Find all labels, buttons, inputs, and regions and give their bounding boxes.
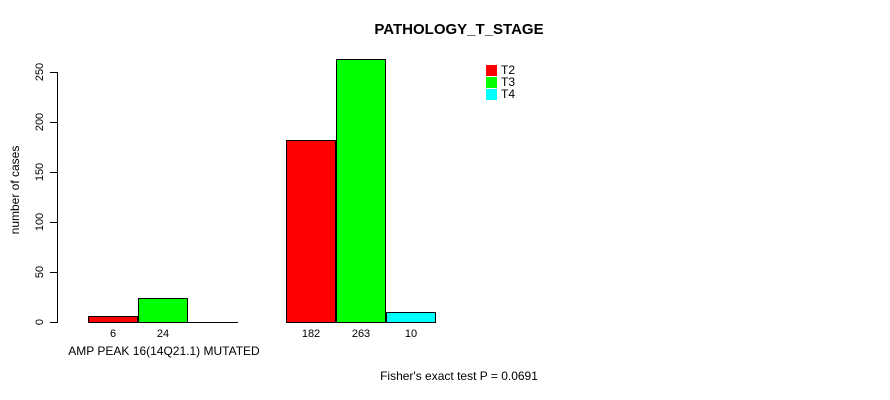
legend-label: T2	[501, 63, 516, 77]
bar-t2-group1	[88, 316, 138, 323]
y-axis-label: number of cases	[8, 145, 22, 235]
legend-label: T3	[501, 75, 516, 89]
bar-t4-group2	[386, 312, 436, 323]
bar-t2-group2	[286, 140, 336, 323]
y-axis-tick	[50, 272, 58, 273]
y-axis-tick	[50, 122, 58, 123]
y-axis-tick-label: 0	[34, 318, 46, 326]
y-axis-line	[57, 72, 58, 323]
bar-value-label: 24	[156, 328, 170, 340]
legend-swatch-t3	[486, 77, 497, 88]
y-axis-tick-label: 200	[34, 112, 46, 132]
y-axis-tick	[50, 72, 58, 73]
bar-value-label: 263	[351, 328, 371, 340]
y-axis-tick-label: 250	[34, 62, 46, 82]
y-axis-tick-label: 50	[34, 265, 46, 279]
y-axis-tick-label: 150	[34, 162, 46, 182]
legend-swatch-t2	[486, 65, 497, 76]
bar-value-label: 10	[404, 328, 418, 340]
chart-title: PATHOLOGY_T_STAGE	[374, 21, 544, 38]
legend-swatch-t4	[486, 89, 497, 100]
legend-label: T4	[501, 87, 516, 101]
y-axis-tick	[50, 172, 58, 173]
y-axis-tick	[50, 322, 58, 323]
bar-value-label: 182	[301, 328, 321, 340]
y-axis-tick-label: 100	[34, 212, 46, 232]
bar-value-label: 6	[109, 328, 117, 340]
y-axis-tick	[50, 222, 58, 223]
bar-t3-group1	[138, 298, 188, 323]
fisher-test-annotation: Fisher's exact test P = 0.0691	[380, 369, 538, 383]
bar-t3-group2	[336, 59, 386, 323]
x-group-label: AMP PEAK 16(14Q21.1) MUTATED	[68, 344, 260, 358]
